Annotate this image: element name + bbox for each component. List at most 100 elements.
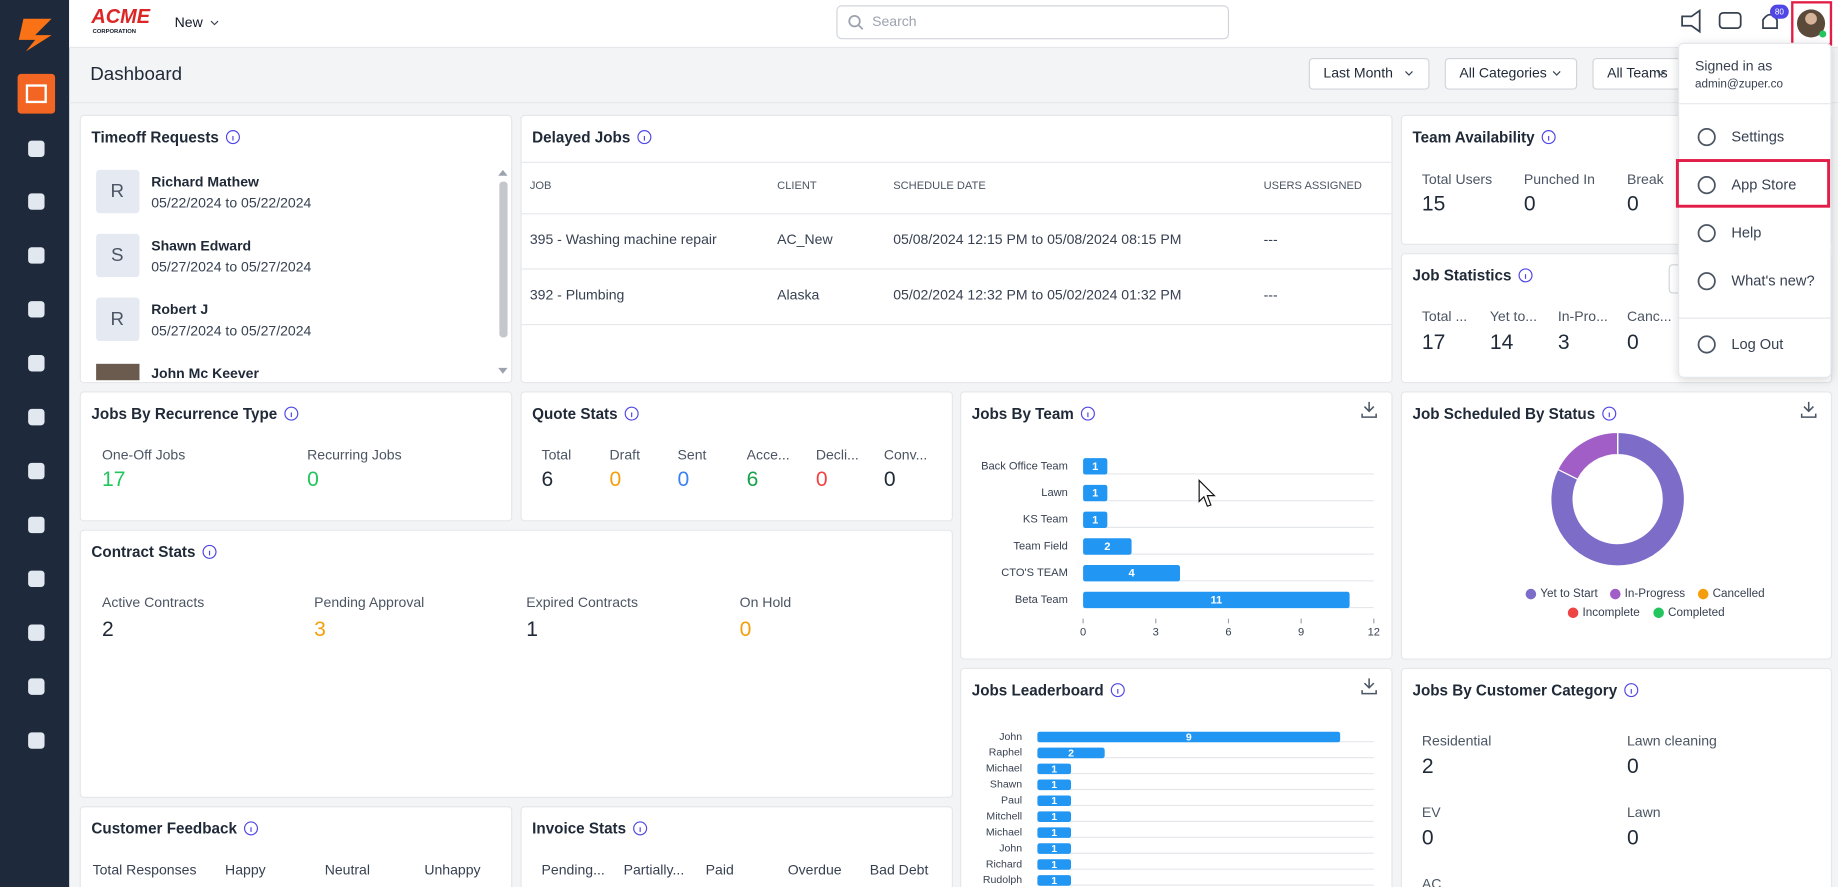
nav-icon[interactable] [28, 516, 45, 534]
new-button[interactable]: New [175, 14, 204, 30]
category-label: Shawn [990, 779, 1022, 791]
nav-icon[interactable] [28, 732, 45, 749]
card-title: Quote Stats [532, 406, 617, 423]
card-title: Job Scheduled By Status [1412, 406, 1595, 423]
bar-value-label: 1 [1051, 763, 1057, 775]
stat-label: Sent [678, 447, 707, 463]
search-box[interactable] [836, 5, 1230, 40]
table-cell: --- [1264, 287, 1278, 303]
legend-label[interactable]: Yet to Start [1540, 587, 1598, 600]
column-header: Pending... [542, 861, 605, 877]
legend-label[interactable]: Incomplete [1582, 606, 1639, 619]
info-icon[interactable] [1624, 683, 1639, 698]
legend-swatch[interactable] [1610, 588, 1621, 600]
legend-swatch[interactable] [1567, 607, 1579, 619]
card [79, 529, 953, 798]
info-icon[interactable] [243, 821, 259, 836]
stat-value: 1 [526, 618, 538, 641]
menu-item[interactable]: App Store [1731, 178, 1796, 194]
info-icon[interactable] [284, 406, 299, 421]
info-icon[interactable] [202, 544, 217, 559]
active-nav-item[interactable] [17, 73, 56, 114]
bar-value-label: 2 [1068, 747, 1074, 759]
info-icon[interactable] [1110, 683, 1125, 698]
search-placeholder: Search [872, 13, 917, 29]
download-icon[interactable] [1800, 401, 1817, 418]
bar-value-label: 1 [1092, 461, 1098, 473]
x-tick-label: 3 [1153, 627, 1159, 639]
category-label: John [999, 842, 1022, 854]
signed-in-label: Signed in as [1695, 58, 1772, 74]
scrollbar-thumb[interactable] [499, 181, 508, 338]
column-header: CLIENT [777, 180, 817, 192]
bar-value-label: 11 [1210, 594, 1222, 606]
stat-label: EV [1422, 804, 1441, 820]
menu-item[interactable]: What's new? [1731, 274, 1814, 290]
menu-item[interactable]: Settings [1731, 130, 1784, 146]
stat-label: One-Off Jobs [102, 447, 185, 463]
nav-icon[interactable] [28, 624, 45, 641]
donut-segment [1550, 431, 1685, 567]
filter-dropdown[interactable] [1444, 58, 1578, 90]
legend-label[interactable]: Cancelled [1713, 587, 1765, 600]
filter-label: Last Month [1323, 65, 1393, 81]
menu-item-highlight [1675, 159, 1831, 208]
stat-value: 6 [542, 468, 554, 491]
nav-icon[interactable] [28, 301, 45, 318]
download-icon[interactable] [1361, 678, 1377, 695]
scroll-down[interactable] [498, 367, 508, 374]
stat-value: 0 [1627, 331, 1639, 354]
card [960, 667, 1393, 887]
info-icon[interactable] [1518, 268, 1533, 283]
stat-value: 2 [102, 618, 114, 641]
filter-dropdown[interactable] [1308, 58, 1430, 90]
menu-item[interactable]: Help [1731, 226, 1761, 242]
bar-value-label: 1 [1051, 811, 1057, 823]
info-icon[interactable] [1080, 406, 1095, 421]
stat-label: Total [542, 447, 572, 463]
bar [1037, 859, 1072, 870]
avatar [96, 233, 140, 278]
nav-icon[interactable] [28, 355, 45, 372]
announcement-icon[interactable] [1681, 8, 1701, 34]
info-icon[interactable] [637, 130, 652, 145]
bar [1037, 875, 1072, 886]
info-icon[interactable] [633, 821, 648, 836]
bar-value-label: 1 [1051, 859, 1057, 871]
info-icon[interactable] [624, 406, 639, 421]
download-icon[interactable] [1361, 401, 1377, 418]
info-icon[interactable] [1541, 130, 1556, 145]
menu-icon [1697, 335, 1716, 354]
category-label: KS Team [1023, 514, 1068, 526]
nav-icon[interactable] [28, 140, 45, 158]
nav-icon[interactable] [28, 408, 45, 426]
legend-label[interactable]: Completed [1668, 606, 1725, 619]
legend-swatch[interactable] [1697, 588, 1709, 600]
chevron [1405, 71, 1413, 76]
info-icon[interactable] [225, 130, 240, 145]
legend-swatch[interactable] [1653, 607, 1664, 619]
avatar-initial: S [111, 244, 124, 265]
menu-item[interactable]: Log Out [1731, 337, 1783, 353]
nav-icon[interactable] [28, 462, 45, 480]
timeoff-dates: 05/27/2024 to 05/27/2024 [151, 322, 311, 338]
stat-label: Expired Contracts [526, 594, 638, 610]
card [79, 114, 513, 384]
scroll-up[interactable] [498, 169, 508, 176]
card-title: Jobs By Team [972, 406, 1074, 423]
card-title: Jobs Leaderboard [972, 682, 1104, 699]
nav-icon[interactable] [28, 678, 45, 695]
bar-value-label: 1 [1051, 843, 1057, 855]
menu-icon [1697, 224, 1716, 243]
bar [1083, 511, 1108, 528]
legend-label[interactable]: In-Progress [1625, 587, 1686, 600]
chat-icon[interactable] [1718, 12, 1742, 30]
nav-icon[interactable] [28, 247, 45, 264]
nav-icon[interactable] [28, 193, 45, 210]
nav-icon[interactable] [28, 570, 45, 588]
legend-swatch[interactable] [1525, 588, 1537, 600]
stat-value: 3 [1558, 331, 1570, 354]
online-dot [1819, 30, 1827, 38]
info-icon[interactable] [1602, 406, 1617, 421]
stat-label: Lawn [1627, 804, 1661, 820]
